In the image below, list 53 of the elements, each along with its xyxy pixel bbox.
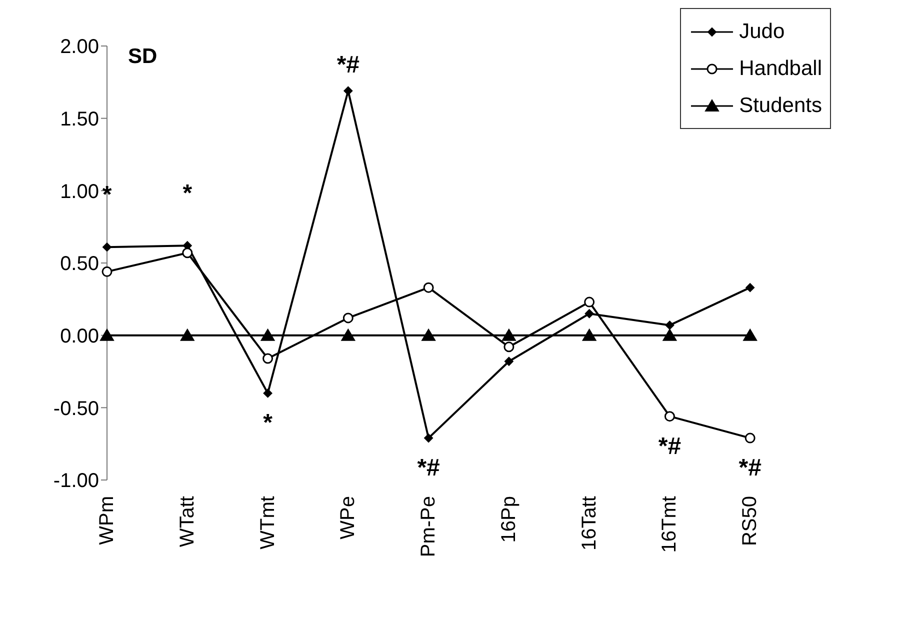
point <box>746 283 755 292</box>
annotation: *# <box>336 51 360 78</box>
point <box>744 432 756 444</box>
point <box>422 328 436 341</box>
point <box>263 388 272 398</box>
point <box>182 248 193 258</box>
x-tick-label: Pm-Pe <box>418 496 440 558</box>
y-tick-label: -0.50 <box>53 398 99 420</box>
point <box>100 328 114 341</box>
x-tick-label: WTatt <box>176 496 198 548</box>
x-tick-label: RS50 <box>739 496 762 546</box>
point <box>662 328 677 341</box>
point <box>665 320 674 330</box>
point <box>584 296 595 308</box>
point <box>342 312 354 324</box>
x-tick-label: WTmt <box>256 496 279 550</box>
point <box>582 328 596 341</box>
point <box>584 309 594 318</box>
y-axis-title: SD <box>128 45 158 68</box>
y-tick-label: 1.50 <box>60 108 99 130</box>
point <box>502 328 516 341</box>
y-tick-label: -1.00 <box>53 470 99 492</box>
x-tick-label: 16Pp <box>498 496 520 543</box>
annotation: *# <box>738 454 762 482</box>
y-tick-label: 1.00 <box>60 180 99 203</box>
legend-label: Handball <box>739 56 822 80</box>
point <box>743 328 758 341</box>
legend-label: Students <box>739 94 822 118</box>
x-tick-label: 16Tmt <box>658 496 681 553</box>
point <box>102 242 112 252</box>
x-tick-label: WPe <box>337 496 360 540</box>
legend-label: Judo <box>739 20 785 44</box>
point <box>424 434 434 443</box>
point <box>341 328 356 341</box>
point <box>260 328 275 341</box>
point <box>423 282 434 293</box>
point <box>180 328 194 341</box>
annotation: * <box>102 182 112 209</box>
annotation: *# <box>658 432 682 460</box>
annotation: *# <box>417 454 440 482</box>
point <box>664 411 675 422</box>
annotation: * <box>182 180 193 208</box>
x-tick-label: WPm <box>96 496 118 545</box>
point <box>504 342 514 352</box>
annotation: * <box>263 410 274 437</box>
x-tick-label: 16Tatt <box>578 496 600 550</box>
y-tick-label: 0.00 <box>60 325 99 348</box>
point <box>344 86 353 96</box>
point <box>504 356 514 366</box>
y-tick-label: 2.00 <box>60 36 99 58</box>
point <box>102 266 112 277</box>
y-tick-label: 0.50 <box>60 253 99 276</box>
point <box>262 353 274 364</box>
